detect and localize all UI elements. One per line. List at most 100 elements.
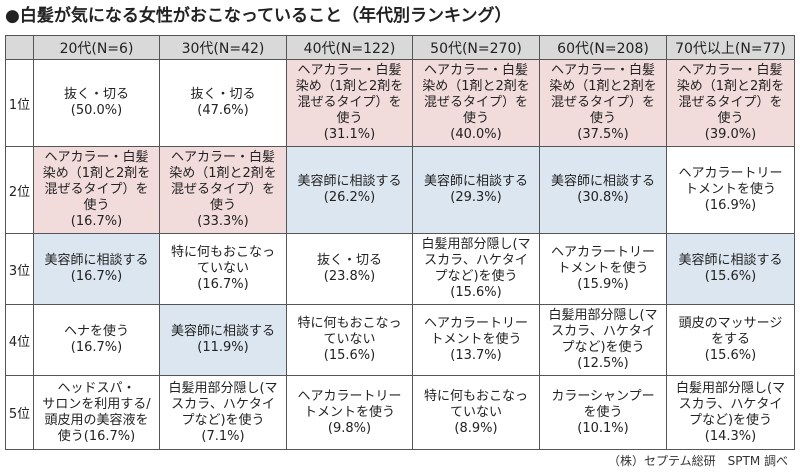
table-cell: 美容師に相談する (16.7%) — [33, 233, 160, 305]
table-row: 1位 抜く・切る (50.0%) 抜く・切る (47.6%) ヘアカラー・白髪 染め（1剤… — [5, 59, 795, 147]
table-cell: 白髪用部分隠し(マ スカラ、ハケタイ プなど)を使う (12.5%) — [539, 304, 667, 376]
cell-text: 抜く・切る — [190, 87, 256, 102]
rank-label: 1位 — [5, 59, 34, 147]
cell-percentage: (31.1%) — [323, 127, 376, 142]
cell-text: ヘッドスパ・ サロンを利用する/ 頭皮用の美容液を 使う(16.7%) — [42, 380, 151, 444]
cell-text: ヘアカラートリー トメントを使う — [550, 245, 655, 276]
cell-percentage: (37.5%) — [577, 127, 629, 142]
cell-text: ヘアカラー・白髪 染め（1剤と2剤を 混ぜるタイプ）を 使う — [676, 63, 785, 126]
cell-text: 美容師に相談する — [297, 174, 402, 189]
cell-text: 白髪用部分隠し(マ スカラ、ハケタイ プなど)を使う — [675, 380, 786, 428]
cell-text: 抜く・切る — [316, 253, 382, 268]
cell-percentage: (39.0%) — [704, 127, 757, 142]
cell-text: 抜く・切る — [63, 87, 129, 102]
cell-text: 白髪用部分隠し(マ スカラ、ハケタイ プなど)を使う — [421, 237, 531, 284]
table-cell: カラーシャンプー を使う (10.1%) — [539, 375, 667, 450]
cell-percentage: (9.8%) — [327, 420, 372, 436]
table-cell: ヘアカラートリー トメントを使う (9.8%) — [286, 375, 413, 450]
cell-percentage: (16.7%) — [197, 277, 249, 292]
cell-text: ヘアカラートリー トメントを使う — [678, 166, 783, 197]
cell-percentage: (30.8%) — [577, 190, 629, 205]
cell-text: 特に何もおこなっ ていない — [170, 245, 275, 276]
cell-percentage: (50.0%) — [70, 103, 123, 118]
cell-text: 美容師に相談する — [550, 174, 655, 189]
table-cell: 抜く・切る (50.0%) — [33, 59, 160, 147]
cell-percentage: (47.6%) — [197, 103, 249, 118]
cell-percentage: (14.3%) — [704, 428, 757, 444]
cell-text: カラーシャンプー を使う — [551, 388, 655, 420]
cell-percentage: (16.7%) — [70, 214, 123, 229]
table-cell: 特に何もおこなっ ていない (15.6%) — [286, 304, 413, 376]
cell-text: 白髪用部分隠し(マ スカラ、ハケタイ プなど)を使う — [168, 380, 278, 428]
cell-percentage: (12.5%) — [577, 356, 629, 371]
cell-text: 美容師に相談する — [44, 253, 149, 268]
table-row: 2位 ヘアカラー・白髪 染め（1剤と2剤を 混ぜるタイプ）を 使う (16.7%) ヘ… — [5, 146, 795, 234]
table-row: 5位 ヘッドスパ・ サロンを利用する/ 頭皮用の美容液を 使う(16.7%) 白髪用… — [5, 375, 795, 450]
cell-text: ヘナを使う — [63, 324, 129, 339]
cell-text: 白髪用部分隠し(マ スカラ、ハケタイ プなど)を使う — [548, 308, 658, 355]
table-cell: 抜く・切る (23.8%) — [286, 233, 413, 305]
cell-percentage: (33.3%) — [197, 214, 249, 229]
table-cell: 白髪用部分隠し(マ スカラ、ハケタイ プなど)を使う (7.1%) — [159, 375, 287, 450]
cell-text: 特に何もおこなっ ていない — [423, 388, 528, 420]
table-cell: ヘアカラートリー トメントを使う (13.7%) — [412, 304, 540, 376]
table-cell: ヘアカラー・白髪 染め（1剤と2剤を 混ぜるタイプ）を 使う (31.1%) — [286, 59, 413, 147]
table-cell: 美容師に相談する (30.8%) — [539, 146, 667, 234]
header-corner — [5, 35, 34, 60]
cell-percentage: (16.9%) — [704, 198, 757, 213]
table-cell: 美容師に相談する (15.6%) — [666, 233, 795, 305]
header-col-60s: 60代(N=208) — [539, 35, 667, 60]
cell-percentage: (15.6%) — [323, 348, 376, 363]
cell-percentage: (15.9%) — [577, 277, 629, 292]
source-credit: （株）セプテム総研 SPTM 調べ — [608, 454, 788, 468]
table-cell: 白髪用部分隠し(マ スカラ、ハケタイ プなど)を使う (15.6%) — [412, 233, 540, 305]
cell-percentage: (16.7%) — [70, 340, 123, 355]
header-col-20s: 20代(N=6) — [33, 35, 160, 60]
cell-text: ヘアカラートリー トメントを使う — [297, 388, 402, 420]
header-col-70s-plus: 70代以上(N=77) — [666, 35, 795, 60]
table-cell: 特に何もおこなっ ていない (16.7%) — [159, 233, 287, 305]
cell-percentage: (10.1%) — [577, 420, 629, 436]
cell-text: 美容師に相談する — [170, 324, 275, 339]
cell-text: 美容師に相談する — [678, 253, 783, 268]
cell-text: ヘアカラー・白髪 染め（1剤と2剤を 混ぜるタイプ）を 使う — [422, 63, 530, 126]
table-row: 3位 美容師に相談する (16.7%) 特に何もおこなっ ていない (16.7%) 抜く・… — [5, 233, 795, 305]
table-cell: 美容師に相談する (29.3%) — [412, 146, 540, 234]
header-col-50s: 50代(N=270) — [412, 35, 540, 60]
cell-text: ヘアカラー・白髪 染め（1剤と2剤を 混ぜるタイプ）を 使う — [295, 63, 404, 126]
cell-text: 美容師に相談する — [423, 174, 528, 189]
cell-percentage: (7.1%) — [201, 428, 245, 444]
table-row: 4位 ヘナを使う (16.7%) 美容師に相談する (11.9%) 特に何もおこなっ てい… — [5, 304, 795, 376]
cell-percentage: (13.7%) — [450, 348, 502, 363]
table-cell: ヘナを使う (16.7%) — [33, 304, 160, 376]
table-cell: ヘアカラー・白髪 染め（1剤と2剤を 混ぜるタイプ）を 使う (16.7%) — [33, 146, 160, 234]
table-cell: 抜く・切る (47.6%) — [159, 59, 287, 147]
table-cell: 特に何もおこなっ ていない (8.9%) — [412, 375, 540, 450]
table-cell: ヘアカラートリー トメントを使う (15.9%) — [539, 233, 667, 305]
header-col-40s: 40代(N=122) — [286, 35, 413, 60]
cell-percentage: (11.9%) — [197, 340, 249, 355]
table-cell: ヘアカラートリー トメントを使う (16.9%) — [666, 146, 795, 234]
rank-label: 5位 — [5, 375, 34, 450]
cell-percentage: (15.6%) — [704, 269, 757, 284]
rank-label: 3位 — [5, 233, 34, 305]
table-cell: ヘッドスパ・ サロンを利用する/ 頭皮用の美容液を 使う(16.7%) — [33, 375, 160, 450]
table-cell: 白髪用部分隠し(マ スカラ、ハケタイ プなど)を使う (14.3%) — [666, 375, 795, 450]
rank-label: 4位 — [5, 304, 34, 376]
cell-text: ヘアカラー・白髪 染め（1剤と2剤を 混ぜるタイプ）を 使う — [169, 150, 277, 213]
cell-percentage: (15.6%) — [704, 348, 757, 363]
table-cell: 美容師に相談する (11.9%) — [159, 304, 287, 376]
table-cell: 美容師に相談する (26.2%) — [286, 146, 413, 234]
cell-percentage: (26.2%) — [323, 190, 376, 205]
cell-percentage: (8.9%) — [454, 420, 498, 436]
table-cell: ヘアカラー・白髪 染め（1剤と2剤を 混ぜるタイプ）を 使う (40.0%) — [412, 59, 540, 147]
table-cell: ヘアカラー・白髪 染め（1剤と2剤を 混ぜるタイプ）を 使う (37.5%) — [539, 59, 667, 147]
cell-percentage: (15.6%) — [450, 285, 502, 300]
cell-text: ヘアカラー・白髪 染め（1剤と2剤を 混ぜるタイプ）を 使う — [549, 63, 657, 126]
cell-text: 頭皮のマッサージ をする — [678, 316, 783, 347]
cell-percentage: (16.7%) — [70, 269, 123, 284]
table-cell: ヘアカラー・白髪 染め（1剤と2剤を 混ぜるタイプ）を 使う (39.0%) — [666, 59, 795, 147]
table-cell: ヘアカラー・白髪 染め（1剤と2剤を 混ぜるタイプ）を 使う (33.3%) — [159, 146, 287, 234]
cell-text: 特に何もおこなっ ていない — [297, 316, 402, 347]
